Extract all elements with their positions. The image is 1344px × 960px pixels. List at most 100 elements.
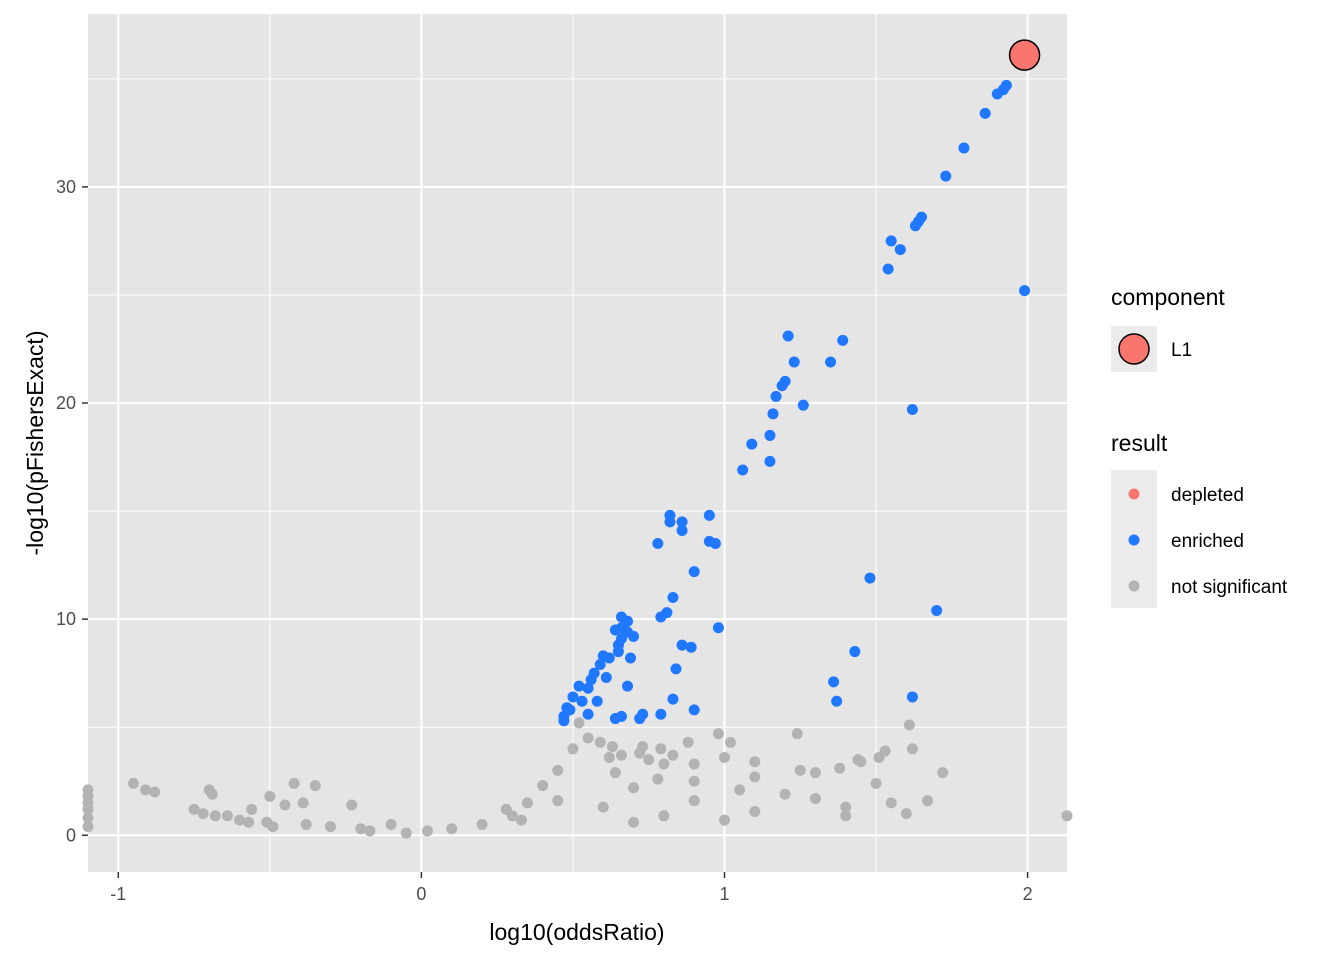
point-enriched	[864, 572, 876, 584]
point-not-significant	[840, 810, 852, 822]
legend-component-title: component	[1111, 284, 1225, 310]
point-not-significant	[127, 777, 139, 789]
point-enriched	[788, 356, 800, 368]
point-not-significant	[606, 741, 618, 753]
point-enriched	[782, 330, 794, 342]
point-not-significant	[309, 780, 321, 792]
point-not-significant	[794, 764, 806, 776]
point-enriched	[622, 680, 634, 692]
point-not-significant	[500, 803, 512, 815]
y-tick-label: 0	[66, 825, 76, 845]
point-enriched	[709, 537, 721, 549]
legend-depleted-label: depleted	[1171, 485, 1244, 506]
point-not-significant	[300, 818, 312, 830]
point-not-significant	[297, 797, 309, 809]
legend-component: component L1	[1111, 284, 1225, 372]
point-not-significant	[446, 823, 458, 835]
point-not-significant	[82, 812, 94, 824]
x-axis-title: log10(oddsRatio)	[489, 919, 664, 945]
point-not-significant	[197, 808, 209, 820]
y-axis-ticks: 0 10 20 30	[56, 177, 88, 845]
legend-l1-label: L1	[1171, 340, 1192, 361]
point-enriched	[991, 88, 1003, 100]
point-enriched	[882, 263, 894, 275]
point-not-significant	[779, 788, 791, 800]
point-enriched	[776, 380, 788, 392]
point-not-significant	[749, 756, 761, 768]
x-axis-ticks: -1 0 1 2	[110, 872, 1033, 904]
point-not-significant	[476, 818, 488, 830]
point-not-significant	[594, 736, 606, 748]
legend-result: result depleted enriched not significant	[1111, 430, 1288, 608]
point-not-significant	[652, 773, 664, 785]
point-not-significant	[1061, 810, 1073, 822]
highlighted-points	[1008, 39, 1041, 71]
point-not-significant	[209, 810, 221, 822]
point-enriched	[1019, 285, 1031, 297]
point-enriched	[655, 708, 667, 720]
point-enriched	[585, 674, 597, 686]
legend-enriched-label: enriched	[1171, 531, 1244, 552]
point-enriched	[770, 391, 782, 403]
point-not-significant	[688, 775, 700, 787]
point-not-significant	[597, 801, 609, 813]
point-enriched	[688, 704, 700, 716]
point-not-significant	[355, 823, 367, 835]
point-enriched	[712, 622, 724, 634]
point-not-significant	[206, 788, 218, 800]
point-enriched	[582, 708, 594, 720]
point-enriched	[582, 682, 594, 694]
point-not-significant	[682, 736, 694, 748]
point-not-significant	[903, 719, 915, 731]
point-enriched	[909, 220, 921, 232]
point-not-significant	[655, 743, 667, 755]
point-not-significant	[243, 816, 255, 828]
point-enriched	[670, 663, 682, 675]
point-not-significant	[725, 736, 737, 748]
point-not-significant	[246, 803, 258, 815]
point-not-significant	[885, 797, 897, 809]
point-not-significant	[552, 795, 564, 807]
y-tick-label: 10	[56, 609, 76, 629]
point-enriched	[664, 516, 676, 528]
point-enriched	[609, 624, 621, 636]
point-not-significant	[385, 818, 397, 830]
point-not-significant	[870, 777, 882, 789]
point-not-significant	[749, 771, 761, 783]
point-not-significant	[658, 810, 670, 822]
point-not-significant	[840, 801, 852, 813]
point-enriched	[628, 630, 640, 642]
point-not-significant	[149, 786, 161, 798]
point-not-significant	[900, 808, 912, 820]
point-enriched	[676, 516, 688, 528]
legend-not-significant-dot	[1128, 580, 1140, 592]
point-not-significant	[324, 821, 336, 833]
point-enriched	[625, 652, 637, 664]
point-enriched	[906, 404, 918, 416]
point-not-significant	[906, 743, 918, 755]
highlight-l1-point	[1008, 39, 1041, 71]
point-enriched	[685, 641, 697, 653]
point-not-significant	[234, 814, 246, 826]
point-enriched	[906, 691, 918, 703]
point-enriched	[885, 235, 897, 247]
point-not-significant	[82, 803, 94, 815]
y-axis-title: -log10(pFishersExact)	[22, 331, 48, 556]
point-enriched	[591, 695, 603, 707]
point-not-significant	[658, 758, 670, 770]
point-not-significant	[521, 797, 533, 809]
point-not-significant	[637, 741, 649, 753]
point-enriched	[837, 334, 849, 346]
point-enriched	[767, 408, 779, 420]
point-enriched	[764, 429, 776, 441]
x-tick-label: 1	[719, 884, 729, 904]
x-tick-label: 2	[1023, 884, 1033, 904]
point-enriched	[558, 715, 570, 727]
point-enriched	[764, 455, 776, 467]
point-enriched	[655, 611, 667, 623]
point-not-significant	[809, 793, 821, 805]
point-not-significant	[221, 810, 233, 822]
point-enriched	[634, 713, 646, 725]
data-points	[82, 53, 1073, 839]
